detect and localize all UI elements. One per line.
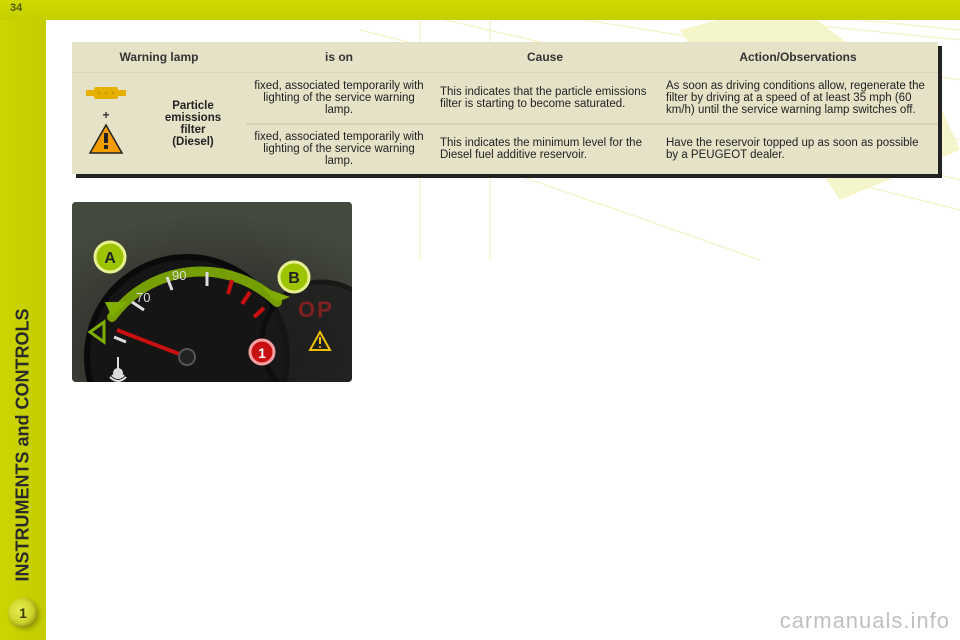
th-cause: Cause bbox=[432, 42, 658, 73]
sidebar-badge: 1 bbox=[8, 598, 38, 628]
row1-action: As soon as driving conditions allow, reg… bbox=[658, 73, 938, 124]
top-bar bbox=[0, 0, 960, 20]
warning-icons-cell: + bbox=[72, 73, 140, 175]
marker-1: 1 bbox=[250, 340, 274, 364]
th-action: Action/Observations bbox=[658, 42, 938, 73]
warning-table: Warning lamp is on Cause Action/Observat… bbox=[72, 42, 938, 174]
svg-text:70: 70 bbox=[136, 290, 150, 305]
page-number: 34 bbox=[10, 2, 22, 14]
sidebar-title: INSTRUMENTS and CONTROLS bbox=[13, 410, 34, 452]
svg-text:B: B bbox=[288, 270, 300, 287]
badge-a: A bbox=[95, 242, 125, 272]
row1-cause: This indicates that the particle emissio… bbox=[432, 73, 658, 124]
watermark: carmanuals.info bbox=[780, 608, 950, 634]
th-lamp: Warning lamp bbox=[72, 42, 246, 73]
row2-cause: This indicates the minimum level for the… bbox=[432, 124, 658, 175]
svg-text:1: 1 bbox=[258, 345, 266, 361]
gauge-image: 70 90 OP bbox=[72, 202, 352, 382]
row2-action: Have the reservoir topped up as soon as … bbox=[658, 124, 938, 175]
svg-text:A: A bbox=[104, 250, 116, 267]
svg-text:+: + bbox=[102, 108, 109, 122]
row2-ison: fixed, associated temporarily with light… bbox=[246, 124, 432, 175]
th-ison: is on bbox=[246, 42, 432, 73]
badge-b: B bbox=[279, 262, 309, 292]
svg-text:OP: OP bbox=[298, 297, 334, 322]
warning-icons: + bbox=[83, 77, 129, 167]
filter-label: Particle emissions filter (Diesel) bbox=[140, 73, 246, 175]
row1-ison: fixed, associated temporarily with light… bbox=[246, 73, 432, 124]
svg-text:90: 90 bbox=[172, 268, 186, 283]
